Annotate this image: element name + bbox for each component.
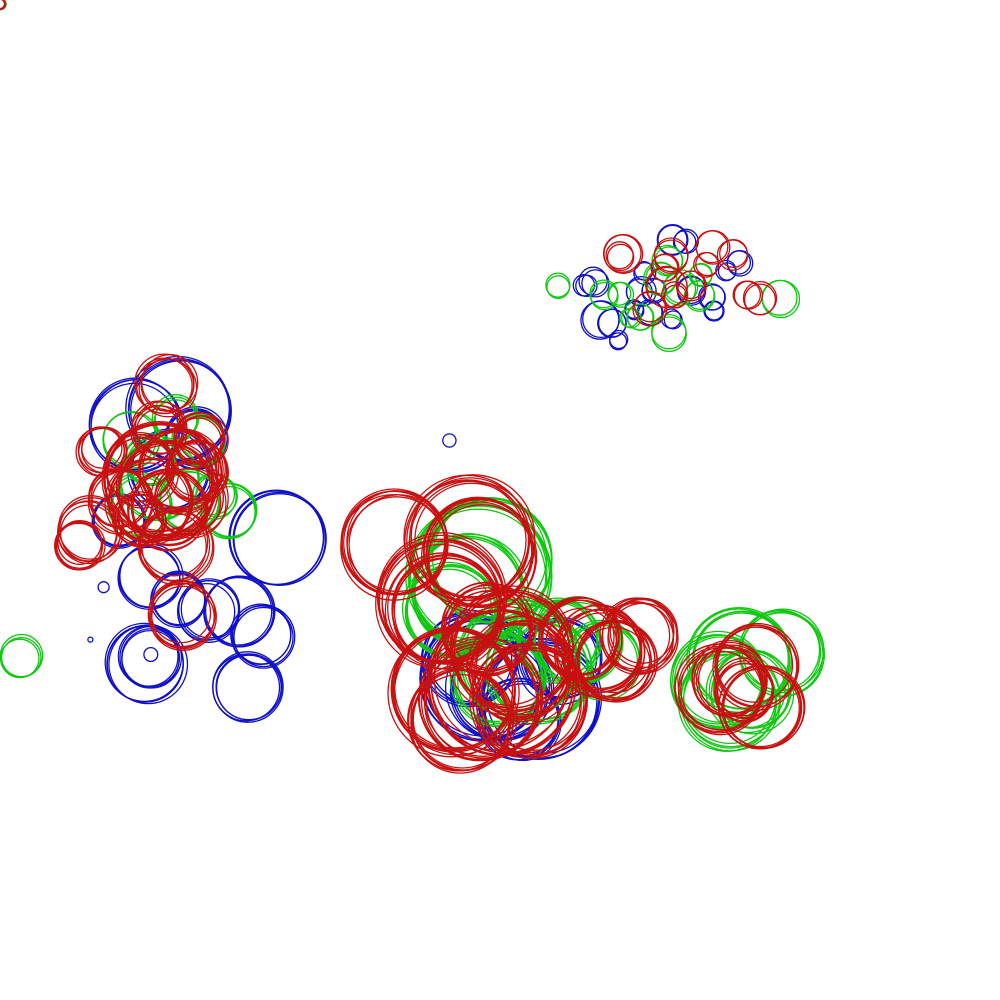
red-ring [632,291,668,327]
red-ring [733,280,763,310]
blue-ring [232,605,292,665]
red-ring [444,590,531,677]
blue-ring [609,329,629,350]
blue-ring [656,223,689,256]
blue-ring [215,653,283,721]
red-ring [442,581,531,671]
red-ring [81,427,123,469]
red-ring [151,585,215,650]
red-ring [601,602,675,676]
red-ring [135,408,183,455]
green-ring [590,281,619,311]
red-ring [653,239,689,274]
red-ring [719,239,748,268]
green-ring [546,275,571,300]
red-ring [650,253,679,282]
blue-ring [176,580,240,643]
blue-ring [578,266,608,296]
red-ring [56,521,104,569]
red-ring [691,641,768,718]
blue-ring [121,628,181,688]
blue-ring [663,310,683,330]
red-ring [134,401,188,454]
green-ring [453,635,543,726]
blue-ring [87,636,94,643]
red-ring [542,599,618,675]
red-ring [54,522,103,571]
cluster-corner [0,0,7,11]
blue-ring [597,308,627,338]
red-ring [693,251,719,278]
red-ring [141,354,199,412]
blue-ring [231,604,296,669]
blue-ring [229,490,325,586]
blue-ring [672,230,697,254]
red-ring [447,589,533,676]
red-ring [128,472,207,552]
red-ring [150,582,212,644]
blue-ring [212,653,281,722]
blue-ring [572,274,596,297]
red-ring [661,281,689,309]
red-ring [406,480,527,601]
red-ring [603,234,644,274]
green-ring [651,316,687,353]
blue-ring [703,300,725,322]
red-ring [139,510,215,586]
green-ring [608,281,635,308]
blue-ring [204,575,276,646]
red-ring [545,607,618,680]
red-ring [743,283,777,316]
red-ring [448,583,536,671]
cluster-left [54,353,457,723]
green-ring [739,612,824,697]
red-ring [175,415,224,464]
green-ring [0,636,42,678]
red-ring [425,499,534,608]
blue-ring [104,622,184,703]
cluster-top-right [545,223,801,353]
red-ring [410,474,536,599]
blue-ring [233,606,294,668]
cluster-right [669,607,826,752]
red-ring [111,493,165,546]
blue-ring [108,624,189,705]
red-ring [606,243,635,272]
cluster-far-left [0,633,44,679]
red-ring [716,239,749,271]
red-ring [605,241,634,270]
red-ring [0,0,6,10]
cluster-center [340,474,679,774]
red-ring [134,353,195,414]
red-ring [130,469,208,547]
red-ring [716,626,794,703]
red-ring [712,624,799,711]
red-ring [634,290,666,323]
red-ring [174,417,222,465]
blue-ring [143,646,159,663]
red-ring [715,622,800,707]
red-ring [130,404,185,460]
blue-ring [97,581,110,594]
red-ring [646,266,688,309]
green-ring [626,303,655,331]
blue-ring [121,629,180,689]
red-ring [77,426,125,474]
blue-ring [657,224,688,256]
red-ring [0,0,7,11]
red-ring [695,230,731,265]
blue-ring [717,262,737,281]
red-ring [714,662,774,722]
blue-ring [704,301,724,321]
green-ring [619,307,639,328]
red-ring [609,598,675,664]
red-ring [414,482,530,598]
blue-ring [580,300,620,340]
blue-ring [442,433,457,448]
red-ring [59,497,125,563]
